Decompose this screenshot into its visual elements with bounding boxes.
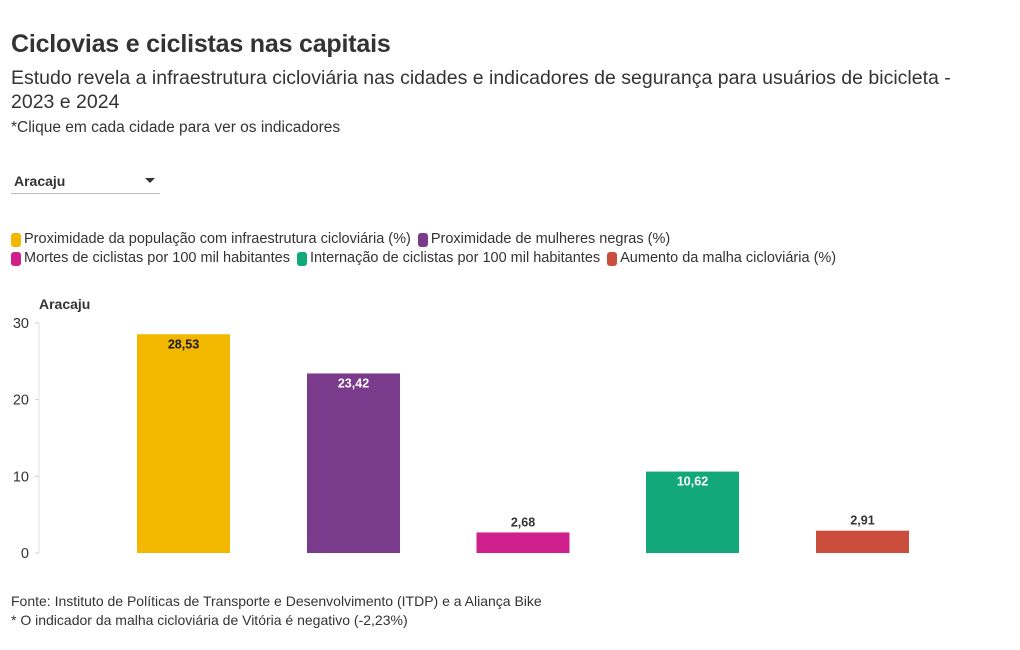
legend-item-mulheres-negras[interactable]: Proximidade de mulheres negras (%) xyxy=(417,230,671,249)
legend-item-internacao[interactable]: Internação de ciclistas por 100 mil habi… xyxy=(296,249,601,268)
footnote: * O indicador da malha cicloviária de Vi… xyxy=(11,612,408,628)
legend-label: Aumento da malha cicloviária (%) xyxy=(620,250,837,266)
legend-swatch xyxy=(11,251,21,266)
chart-subtitle: Estudo revela a infraestrutura cicloviár… xyxy=(11,67,951,113)
y-tick-label: 30 xyxy=(13,316,29,332)
city-select-value: Aracaju xyxy=(14,173,66,189)
legend-item-mortes[interactable]: Mortes de ciclistas por 100 mil habitant… xyxy=(11,249,290,268)
bar-chart: 0 10 20 30 28,53 23,42 2,68 10,62 2,91 xyxy=(13,316,909,562)
legend-label: Proximidade da população com infraestrut… xyxy=(24,231,411,247)
bar-value-label: 28,53 xyxy=(168,337,199,351)
panel-title: Aracaju xyxy=(39,296,91,312)
legend-label: Internação de ciclistas por 100 mil habi… xyxy=(309,250,601,266)
bar[interactable] xyxy=(137,334,230,553)
bar[interactable] xyxy=(816,530,909,553)
bar[interactable] xyxy=(307,373,400,553)
bar[interactable] xyxy=(476,532,570,553)
footer: Fonte: Instituto de Políticas de Transpo… xyxy=(11,592,542,630)
legend: Proximidade da população com infraestrut… xyxy=(11,230,971,268)
bar-value-label: 23,42 xyxy=(338,376,369,390)
bar-value-label: 10,62 xyxy=(677,475,708,489)
source-note: Fonte: Instituto de Políticas de Transpo… xyxy=(11,593,542,609)
y-tick-label: 20 xyxy=(13,393,29,409)
chart-title: Ciclovias e ciclistas nas capitais xyxy=(11,30,391,58)
y-tick-label: 10 xyxy=(13,469,29,485)
y-tick-label: 0 xyxy=(21,546,29,562)
legend-swatch xyxy=(417,232,428,247)
bar[interactable] xyxy=(646,471,739,553)
instruction-note: *Clique em cada cidade para ver os indic… xyxy=(11,119,341,136)
legend-swatch xyxy=(296,251,307,266)
legend-item-aumento-malha[interactable]: Aumento da malha cicloviária (%) xyxy=(607,249,836,268)
chevron-down-icon xyxy=(145,178,155,183)
legend-swatch xyxy=(11,232,21,247)
legend-label: Proximidade de mulheres negras (%) xyxy=(430,231,671,247)
legend-row: Mortes de ciclistas por 100 mil habitant… xyxy=(11,249,971,268)
legend-row: Proximidade da população com infraestrut… xyxy=(11,230,971,249)
bar-value-label: 2,68 xyxy=(511,515,535,529)
bar-value-label: 2,91 xyxy=(850,514,874,528)
city-select[interactable]: Aracaju xyxy=(11,170,160,194)
legend-swatch xyxy=(607,251,618,266)
legend-label: Mortes de ciclistas por 100 mil habitant… xyxy=(24,250,290,266)
legend-item-proximidade-populacao[interactable]: Proximidade da população com infraestrut… xyxy=(11,230,411,249)
